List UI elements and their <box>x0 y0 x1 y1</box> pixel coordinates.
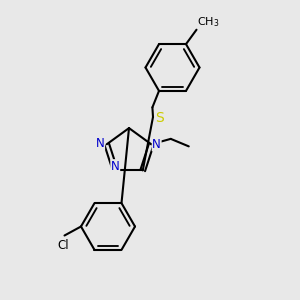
Text: N: N <box>96 137 104 150</box>
Text: Cl: Cl <box>57 239 69 252</box>
Text: S: S <box>155 111 164 124</box>
Text: N: N <box>152 138 161 151</box>
Text: CH$_3$: CH$_3$ <box>197 15 220 28</box>
Text: N: N <box>111 160 120 173</box>
